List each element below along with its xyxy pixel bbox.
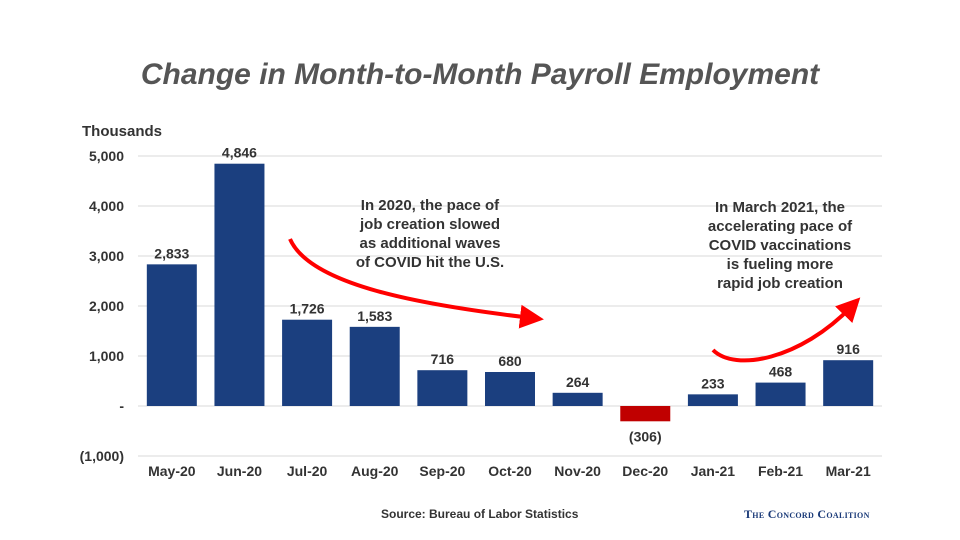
data-label: (306): [629, 428, 662, 444]
data-label: 233: [701, 375, 725, 391]
bar: [552, 392, 603, 406]
bar: [146, 264, 197, 406]
x-tick-label: Dec-20: [622, 463, 668, 479]
x-tick-label: Mar-21: [826, 463, 871, 479]
source-note: Source: Bureau of Labor Statistics: [381, 507, 579, 521]
y-tick-label: -: [119, 398, 124, 414]
y-axis-units-label: Thousands: [82, 123, 163, 140]
x-tick-label: Aug-20: [351, 463, 399, 479]
annotation-line: rapid job creation: [717, 275, 843, 292]
bar: [620, 406, 671, 422]
y-tick-label: 5,000: [89, 148, 124, 164]
bar: [214, 163, 265, 406]
data-label: 916: [837, 341, 861, 357]
annotation-2020-slowdown: In 2020, the pace of job creation slowed…: [330, 196, 530, 272]
data-label: 716: [431, 351, 455, 367]
bar: [417, 370, 468, 406]
arrow-up-trend: [711, 297, 861, 363]
arrow-down-trend: [288, 238, 544, 329]
data-label: 2,833: [154, 245, 189, 261]
data-label: 1,726: [290, 301, 325, 317]
bar: [823, 360, 874, 406]
x-tick-label: Sep-20: [419, 463, 465, 479]
y-tick-label: 4,000: [89, 198, 124, 214]
annotation-line: accelerating pace of: [707, 218, 853, 235]
x-tick-label: Nov-20: [554, 463, 601, 479]
data-label: 4,846: [222, 145, 257, 161]
annotation-line: In 2020, the pace of: [360, 197, 500, 214]
annotation-line: In March 2021, the: [714, 199, 846, 216]
chart-title: Change in Month-to-Month Payroll Employm…: [140, 58, 820, 91]
x-tick-label: Jan-21: [691, 463, 736, 479]
bar: [485, 372, 535, 406]
bar: [349, 326, 400, 406]
y-tick-label: 1,000: [89, 348, 124, 364]
annotation-2021-vaccinations: In March 2021, the accelerating pace of …: [690, 198, 870, 293]
x-tick-label: Jun-20: [217, 463, 262, 479]
x-tick-label: Jul-20: [287, 463, 328, 479]
y-tick-label: (1,000): [80, 448, 124, 464]
data-label: 468: [769, 364, 793, 380]
brand-logo-text: The Concord Coalition: [744, 507, 870, 521]
bar: [755, 382, 806, 406]
x-tick-label: May-20: [148, 463, 196, 479]
y-tick-label: 2,000: [89, 298, 124, 314]
x-tick-label: Feb-21: [758, 463, 803, 479]
data-label: 264: [566, 374, 590, 390]
data-label: 680: [498, 353, 522, 369]
annotation-line: as additional waves: [359, 235, 501, 252]
annotation-line: job creation slowed: [359, 216, 501, 233]
annotation-line: of COVID hit the U.S.: [355, 254, 505, 271]
annotation-line: is fueling more: [726, 256, 834, 273]
bar: [687, 394, 738, 406]
annotation-line: COVID vaccinations: [708, 237, 852, 254]
bar: [282, 319, 333, 406]
y-tick-label: 3,000: [89, 248, 124, 264]
data-label: 1,583: [357, 308, 392, 324]
x-tick-label: Oct-20: [488, 463, 532, 479]
